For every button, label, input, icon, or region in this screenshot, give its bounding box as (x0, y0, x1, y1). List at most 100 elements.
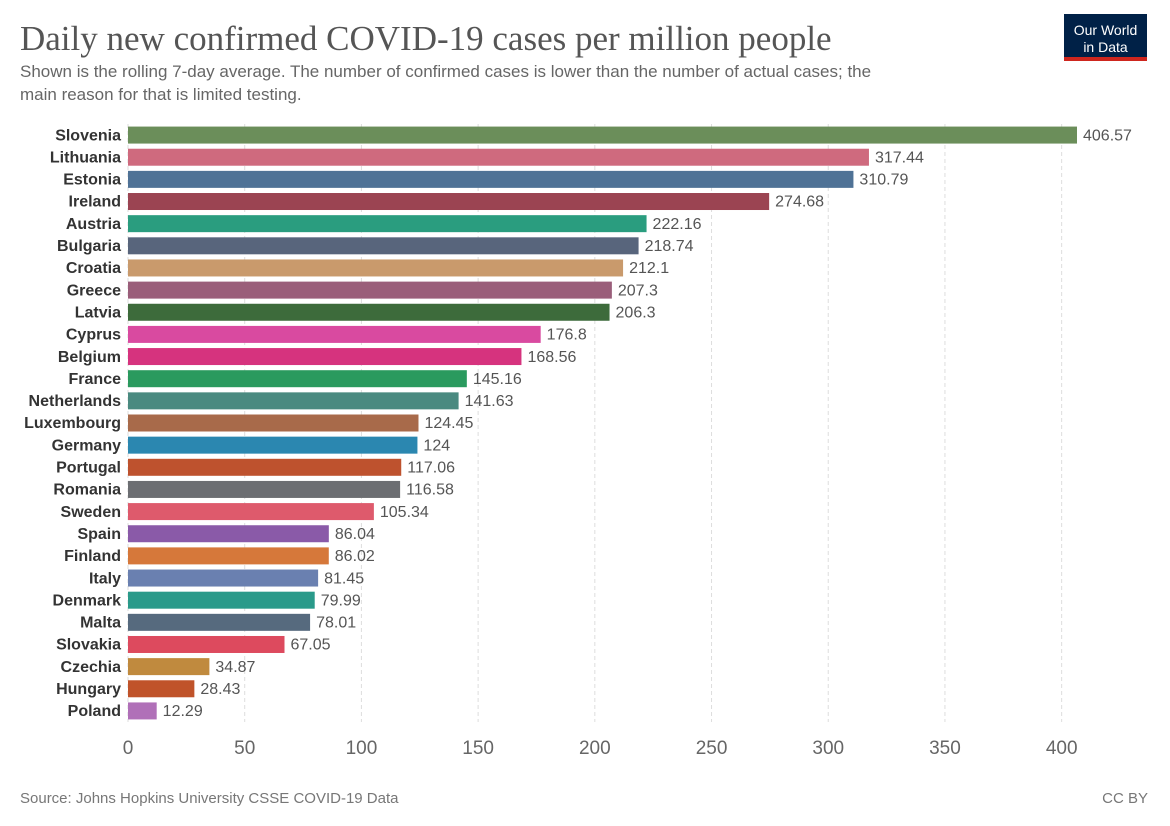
category-label: Austria (66, 216, 121, 233)
value-label: 79.99 (321, 592, 361, 609)
bar (128, 348, 522, 366)
bar (128, 370, 467, 388)
value-label: 317.44 (875, 149, 924, 166)
bar (128, 281, 612, 299)
chart-title: Daily new confirmed COVID-19 cases per m… (20, 19, 832, 58)
bar (128, 525, 329, 543)
subtitle: Shown is the rolling 7-day average. The … (20, 62, 871, 81)
category-label: Malta (80, 615, 121, 632)
subtitle: main reason for that is limited testing. (20, 85, 302, 104)
category-label: Germany (52, 437, 121, 454)
value-label: 310.79 (859, 172, 908, 189)
category-label: Estonia (63, 172, 121, 189)
bar (128, 414, 419, 432)
category-label: Lithuania (50, 149, 121, 166)
bar (128, 259, 624, 277)
logo-text: in Data (1083, 39, 1128, 55)
x-tick-label: 300 (812, 738, 844, 759)
bar (128, 635, 285, 653)
category-label: Greece (67, 282, 121, 299)
category-label: Romania (53, 482, 121, 499)
bar (128, 392, 459, 410)
category-label: Denmark (53, 592, 122, 609)
x-tick-label: 50 (234, 738, 255, 759)
value-label: 218.74 (645, 238, 694, 255)
category-label: Czechia (61, 659, 122, 676)
category-label: Croatia (66, 260, 121, 277)
logo-text: Our World (1074, 22, 1138, 38)
category-label: Bulgaria (57, 238, 121, 255)
value-label: 12.29 (163, 703, 203, 720)
x-tick-label: 200 (579, 738, 611, 759)
category-label: Poland (68, 703, 121, 720)
value-label: 212.1 (629, 260, 669, 277)
bar (128, 613, 311, 631)
value-label: 67.05 (291, 637, 331, 654)
value-label: 116.58 (406, 482, 454, 499)
value-label: 28.43 (200, 681, 240, 698)
x-tick-label: 250 (696, 738, 728, 759)
category-label: Finland (64, 548, 121, 565)
category-label: Slovenia (55, 127, 121, 144)
bar (128, 148, 869, 166)
category-label: Hungary (56, 681, 121, 698)
bar (128, 680, 195, 698)
value-label: 274.68 (775, 194, 824, 211)
value-label: 86.04 (335, 526, 375, 543)
value-label: 406.57 (1083, 127, 1132, 144)
logo-stripe (1064, 57, 1147, 61)
category-label: Belgium (58, 349, 121, 366)
bar (128, 215, 647, 233)
bar (128, 503, 374, 521)
value-label: 124.45 (424, 415, 473, 432)
bar (128, 325, 541, 343)
value-label: 207.3 (618, 282, 658, 299)
bar (128, 702, 157, 720)
category-label: Portugal (56, 460, 121, 477)
value-label: 141.63 (465, 393, 514, 410)
license: CC BY (1102, 790, 1148, 807)
value-label: 105.34 (380, 504, 429, 521)
bar (128, 658, 210, 676)
value-label: 34.87 (215, 659, 255, 676)
bar (128, 170, 854, 188)
bar (128, 591, 315, 609)
value-label: 81.45 (324, 570, 364, 587)
value-label: 168.56 (527, 349, 576, 366)
source: Source: Johns Hopkins University CSSE CO… (20, 790, 399, 807)
category-label: France (69, 371, 122, 388)
bar (128, 458, 402, 476)
bar (128, 193, 770, 211)
bar (128, 237, 639, 255)
value-label: 117.06 (407, 460, 455, 477)
value-label: 86.02 (335, 548, 375, 565)
value-label: 78.01 (316, 615, 356, 632)
category-label: Luxembourg (24, 415, 121, 432)
x-tick-label: 100 (346, 738, 378, 759)
category-label: Sweden (61, 504, 121, 521)
category-label: Latvia (75, 304, 121, 321)
category-label: Spain (77, 526, 121, 543)
category-label: Ireland (69, 194, 121, 211)
x-tick-label: 150 (462, 738, 494, 759)
x-tick-label: 0 (123, 738, 134, 759)
value-label: 124 (423, 437, 450, 454)
value-label: 222.16 (653, 216, 702, 233)
x-tick-label: 400 (1046, 738, 1078, 759)
bar (128, 480, 401, 498)
bar (128, 126, 1077, 144)
value-label: 206.3 (616, 304, 656, 321)
bar (128, 569, 319, 587)
value-label: 176.8 (547, 327, 587, 344)
bar (128, 436, 418, 454)
bar (128, 547, 329, 565)
value-label: 145.16 (473, 371, 522, 388)
category-label: Netherlands (29, 393, 122, 410)
category-label: Cyprus (66, 327, 121, 344)
bar (128, 303, 610, 321)
category-label: Italy (89, 570, 121, 587)
category-label: Slovakia (56, 637, 121, 654)
logo-box (1064, 14, 1147, 61)
x-tick-label: 350 (929, 738, 961, 759)
